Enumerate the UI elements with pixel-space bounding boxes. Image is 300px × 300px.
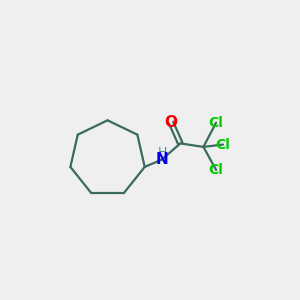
Text: Cl: Cl: [209, 163, 224, 177]
Text: O: O: [165, 115, 178, 130]
Text: Cl: Cl: [216, 138, 230, 152]
Text: Cl: Cl: [209, 116, 224, 130]
Text: H: H: [158, 146, 167, 159]
Text: N: N: [155, 152, 168, 167]
